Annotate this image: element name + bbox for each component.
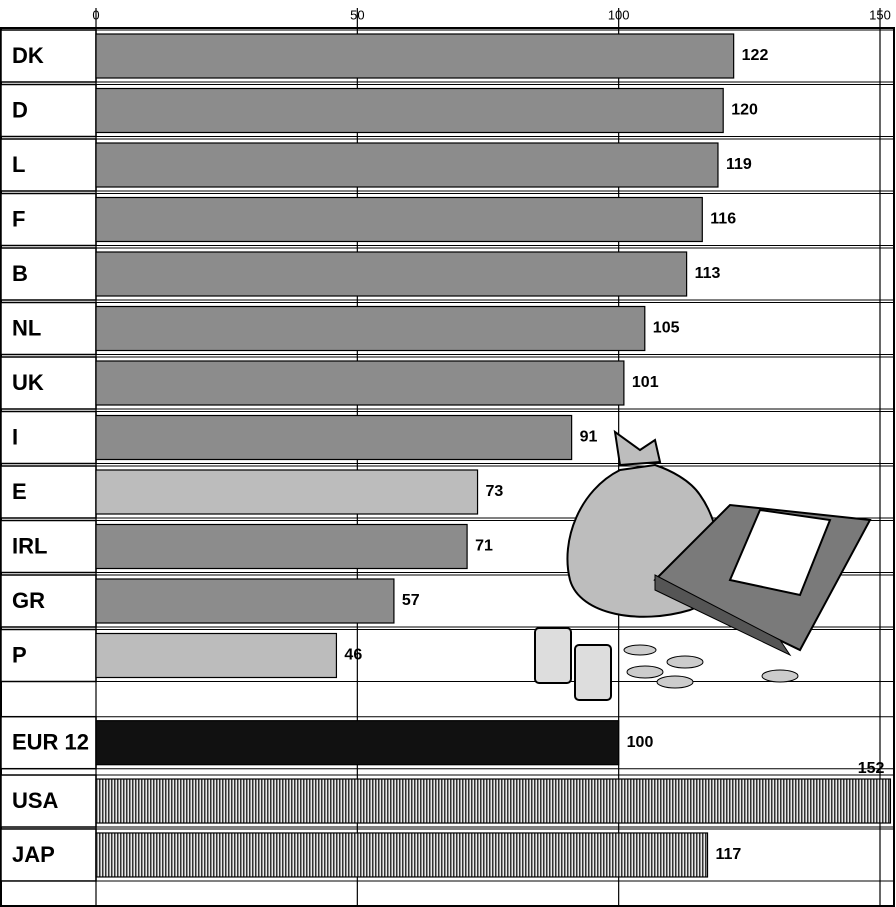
bar (95, 720, 620, 766)
bar (95, 778, 892, 824)
category-label: F (12, 206, 25, 231)
label-box (0, 465, 97, 519)
label-box (0, 410, 97, 465)
label-box (0, 715, 97, 770)
bar (95, 251, 688, 297)
bar (95, 832, 709, 878)
x-tick-label: 50 (350, 7, 364, 22)
x-tick-label: 100 (608, 7, 630, 22)
category-label: DK (12, 43, 44, 68)
bar (95, 414, 573, 461)
value-label: 105 (653, 320, 680, 337)
bar (95, 523, 468, 570)
category-label: L (12, 152, 25, 177)
label-box (0, 356, 97, 410)
label-box (0, 192, 97, 247)
bar (95, 360, 625, 406)
category-label: D (12, 97, 28, 122)
money-illustration (534, 429, 872, 701)
value-label: 46 (344, 647, 362, 664)
category-label: EUR 12 (12, 730, 89, 755)
value-label: 100 (627, 734, 654, 751)
category-label: I (12, 424, 18, 449)
bar (95, 469, 479, 515)
value-label: 119 (726, 156, 752, 173)
value-label: 117 (716, 846, 742, 863)
category-label: E (12, 479, 27, 504)
bar (95, 33, 735, 79)
value-label: 152 (858, 760, 885, 777)
bar (95, 142, 719, 188)
bar (95, 196, 703, 243)
x-tick-label: 150 (869, 7, 891, 22)
x-tick-label: 0 (92, 7, 99, 22)
value-label: 71 (475, 538, 493, 555)
category-label: P (12, 642, 27, 667)
label-box (0, 29, 97, 83)
bar (95, 305, 646, 352)
bar (95, 87, 724, 134)
label-box (0, 774, 97, 828)
bar (95, 632, 338, 679)
category-label: GR (12, 588, 45, 613)
value-label: 57 (402, 592, 420, 609)
category-label: USA (12, 788, 59, 813)
value-label: 113 (695, 265, 721, 282)
value-label: 116 (710, 211, 736, 228)
value-label: 122 (742, 47, 769, 64)
category-label: IRL (12, 533, 47, 558)
category-label: JAP (12, 842, 55, 867)
category-label: UK (12, 370, 44, 395)
label-box (0, 519, 97, 574)
category-label: NL (12, 315, 41, 340)
value-label: 73 (486, 483, 504, 500)
value-label: 101 (632, 374, 659, 391)
category-label: B (12, 261, 28, 286)
bar (95, 578, 395, 624)
value-label: 120 (731, 102, 758, 119)
value-label: 91 (580, 429, 598, 446)
